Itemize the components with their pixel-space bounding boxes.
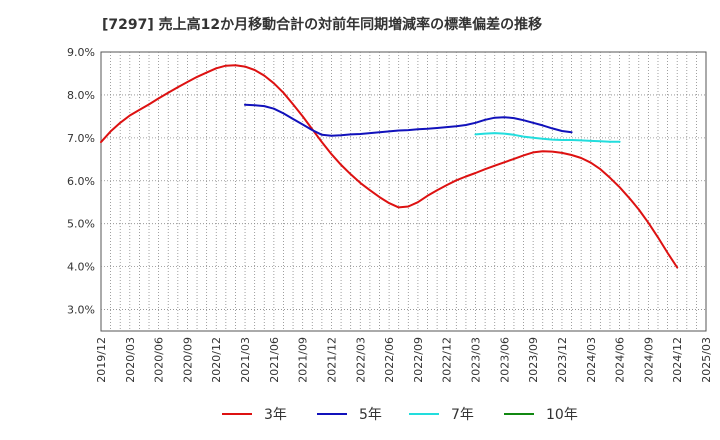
x-tick-label: 2020/09 (181, 337, 194, 383)
x-tick-label: 2022/12 (441, 337, 454, 383)
x-tick-label: 2025/03 (700, 337, 713, 383)
series-line-1 (100, 64, 679, 269)
x-tick-label: 2023/06 (498, 337, 511, 383)
x-tick-label: 2023/03 (470, 337, 483, 383)
chart-title: [7297] 売上高12か月移動合計の対前年同期増減率の標準偏差の推移 (102, 17, 543, 33)
series-line-3 (474, 132, 621, 143)
x-tick-label: 2024/09 (642, 337, 655, 383)
x-tick-label: 2023/12 (556, 337, 569, 383)
x-tick-label: 2021/03 (239, 337, 252, 383)
y-tick-label: 9.0% (67, 46, 95, 59)
y-tick-label: 6.0% (67, 175, 95, 188)
x-tick-label: 2024/12 (671, 337, 684, 383)
y-tick-label: 8.0% (67, 89, 95, 102)
x-tick-label: 2020/03 (124, 337, 137, 383)
x-tick-label: 2024/03 (585, 337, 598, 383)
x-tick-label: 2021/06 (268, 337, 281, 383)
x-tick-label: 2022/09 (412, 337, 425, 383)
x-tick-label: 2022/06 (383, 337, 396, 383)
x-tick-label: 2024/06 (614, 337, 627, 383)
x-tick-label: 2021/09 (297, 337, 310, 383)
legend-label: 5年 (359, 407, 382, 423)
legend-label: 10年 (546, 407, 578, 423)
y-tick-label: 7.0% (67, 132, 95, 145)
series-line-2 (244, 103, 573, 137)
y-tick-label: 5.0% (67, 218, 95, 231)
x-tick-label: 2021/12 (325, 337, 338, 383)
x-tick-label: 2020/06 (153, 337, 166, 383)
x-tick-label: 2019/12 (95, 337, 108, 383)
legend-label: 3年 (264, 407, 287, 423)
legend-label: 7年 (451, 407, 474, 423)
x-tick-label: 2023/09 (527, 337, 540, 383)
plot-area (100, 51, 707, 332)
y-tick-label: 3.0% (67, 304, 95, 317)
y-tick-label: 4.0% (67, 261, 95, 274)
x-tick-label: 2020/12 (210, 337, 223, 383)
x-tick-label: 2022/03 (354, 337, 367, 383)
